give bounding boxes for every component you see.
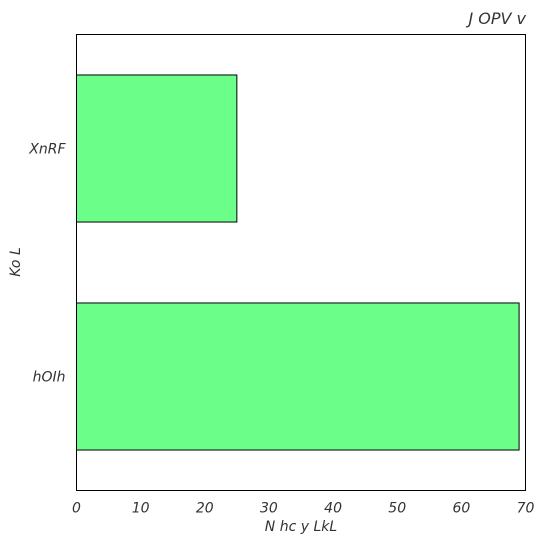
- x-tick-label: 40: [324, 501, 342, 517]
- y-tick-labels: XnRF hOIh: [28, 142, 66, 386]
- y-axis-label: Ko L: [8, 247, 24, 277]
- x-tick-label: 60: [452, 501, 470, 517]
- x-tick-label: 50: [388, 501, 406, 517]
- x-tick-label: 70: [517, 501, 535, 517]
- bar-hOIh: [76, 302, 520, 451]
- x-tick-label: 20: [196, 501, 214, 517]
- plot-frame: [76, 34, 526, 491]
- bar-XnRF: [76, 74, 238, 223]
- y-tick-label: XnRF: [28, 142, 66, 158]
- x-tick-labels: 0 10 20 30 40 50 60 70: [72, 501, 534, 517]
- x-axis-label: N hc y LkL: [265, 519, 337, 535]
- x-tick-label: 30: [260, 501, 278, 517]
- x-tick-label: 10: [132, 501, 150, 517]
- bars-group: [76, 74, 520, 451]
- x-tick-label: 0: [72, 501, 81, 517]
- y-tick-label: hOIh: [33, 370, 66, 386]
- chart-title: J OPV v: [465, 9, 526, 28]
